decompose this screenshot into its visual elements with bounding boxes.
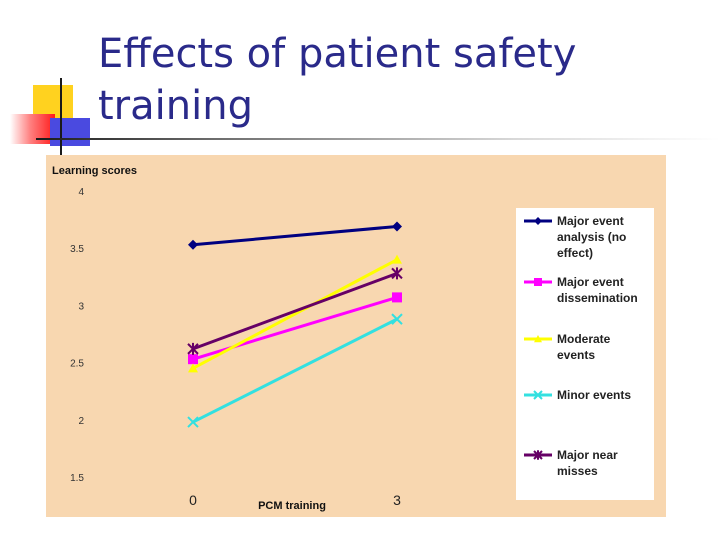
y-tick-label: 2.5 xyxy=(70,359,84,370)
legend-label: events xyxy=(557,348,595,362)
legend-label: analysis (no xyxy=(557,230,626,244)
legend-label: Major near xyxy=(557,448,618,462)
line-chart: Learning scores 1.5 2 2.5 3 3.5 4 0 3 PCM trai… xyxy=(52,165,654,512)
data-point xyxy=(391,313,403,325)
y-axis-label: Learning scores xyxy=(52,165,137,177)
series-4 xyxy=(187,313,403,428)
legend-label: Major event xyxy=(557,275,624,289)
slide-title: Effects of patient safety training xyxy=(98,31,577,129)
y-tick-label: 3.5 xyxy=(70,244,84,255)
legend-label: Major event xyxy=(557,214,624,228)
legend-marker xyxy=(534,278,542,286)
legend-marker xyxy=(533,390,543,400)
series-3 xyxy=(188,254,402,373)
legend-item: Minor events xyxy=(524,388,631,402)
series-1 xyxy=(188,221,402,250)
data-point xyxy=(391,267,403,280)
data-point xyxy=(392,292,402,303)
legend-marker xyxy=(534,335,542,343)
title-underline-rule xyxy=(36,138,720,140)
y-tick-label: 2 xyxy=(78,416,84,427)
x-axis-label: PCM training xyxy=(258,500,326,512)
decorative-vertical-rule xyxy=(60,78,62,158)
legend-item: Moderate events xyxy=(524,332,611,362)
legend-label: misses xyxy=(557,464,598,478)
data-point xyxy=(188,354,198,365)
series-line xyxy=(192,258,398,370)
x-tick-label: 0 xyxy=(189,492,197,508)
legend-label: effect) xyxy=(557,246,593,260)
chart-panel: Learning scores 1.5 2 2.5 3 3.5 4 0 3 PCM trai… xyxy=(46,155,666,517)
x-tick-label: 3 xyxy=(393,492,401,508)
series-line xyxy=(192,295,398,361)
legend-item: Major event analysis (no effect) xyxy=(524,214,626,260)
series-5 xyxy=(187,267,403,355)
y-tick-label: 4 xyxy=(78,187,84,198)
data-point xyxy=(187,416,199,428)
decorative-blue-square xyxy=(50,118,90,146)
legend-item: Major event dissemination xyxy=(524,275,638,305)
data-point xyxy=(187,342,199,355)
legend-item: Major near misses xyxy=(524,448,618,478)
legend-marker xyxy=(534,217,542,225)
data-point xyxy=(392,254,402,264)
y-tick-label: 3 xyxy=(78,301,84,312)
data-point xyxy=(188,363,198,373)
legend-label: Moderate xyxy=(557,332,611,346)
series-line xyxy=(192,224,398,247)
y-tick-label: 1.5 xyxy=(70,473,84,484)
legend-label: Minor events xyxy=(557,388,631,402)
series-line xyxy=(192,271,398,351)
data-point xyxy=(392,221,402,232)
legend-marker xyxy=(533,450,543,460)
legend-label: dissemination xyxy=(557,291,638,305)
data-point xyxy=(188,239,198,250)
series-line xyxy=(192,317,398,424)
